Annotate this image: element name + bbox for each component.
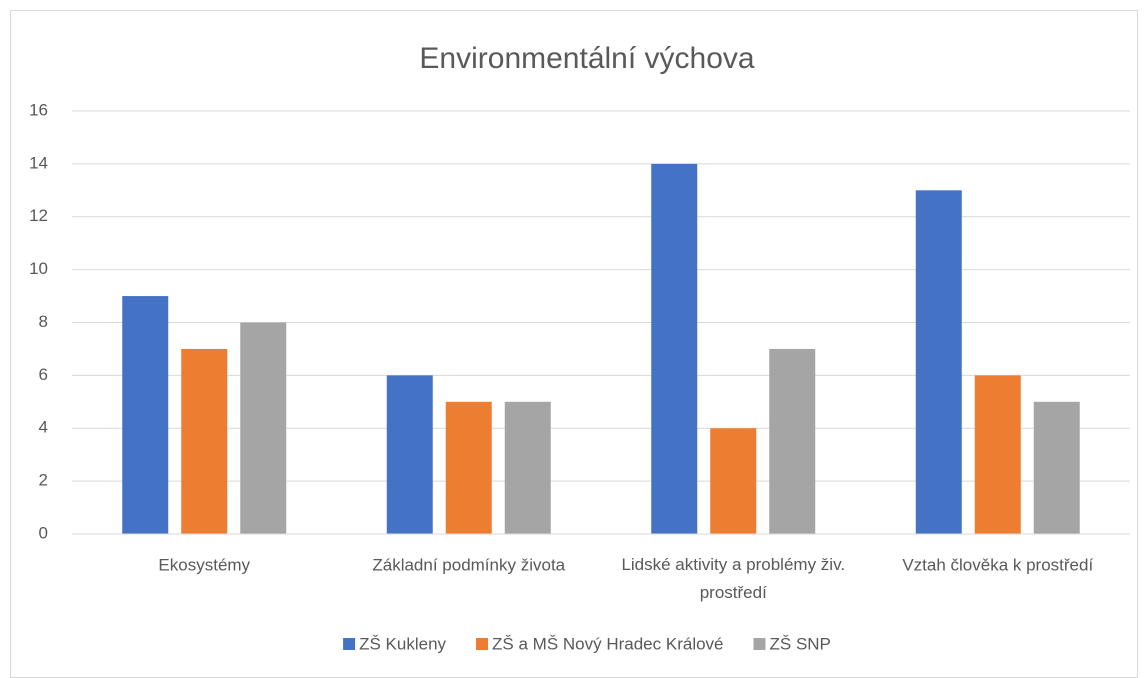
x-tick-label: Lidské aktivity a problémy živ. prostředí bbox=[621, 555, 845, 602]
x-tick-label: Vztah člověka k prostředí bbox=[902, 555, 1093, 574]
bar bbox=[445, 401, 492, 534]
bar bbox=[240, 322, 287, 534]
legend-swatch bbox=[476, 638, 489, 650]
legend-swatch bbox=[753, 638, 766, 650]
bar bbox=[1033, 401, 1080, 534]
bar bbox=[710, 428, 757, 534]
y-tick-label: 0 bbox=[39, 523, 48, 542]
y-tick-label: 4 bbox=[39, 418, 48, 437]
y-tick-label: 2 bbox=[39, 471, 48, 490]
bar bbox=[386, 375, 433, 534]
y-tick-label: 8 bbox=[39, 312, 48, 331]
x-tick-label: Ekosystémy bbox=[158, 555, 250, 574]
bar bbox=[504, 401, 551, 534]
legend-label: ZŠ SNP bbox=[770, 634, 831, 653]
y-tick-label: 6 bbox=[39, 365, 48, 384]
legend-label: ZŠ Kukleny bbox=[359, 634, 446, 653]
bar bbox=[915, 190, 962, 534]
bar bbox=[974, 375, 1021, 534]
x-tick-label: Základní podmínky života bbox=[372, 555, 565, 574]
y-tick-label: 12 bbox=[29, 206, 48, 225]
y-tick-label: 14 bbox=[29, 153, 48, 172]
bar bbox=[122, 296, 169, 534]
y-tick-label: 10 bbox=[29, 259, 48, 278]
bar bbox=[651, 163, 698, 534]
legend-swatch bbox=[343, 638, 356, 650]
chart-title: Environmentální výchova bbox=[419, 42, 754, 75]
legend-label: ZŠ a MŠ Nový Hradec Králové bbox=[492, 634, 723, 653]
bar bbox=[769, 348, 816, 534]
bar bbox=[181, 348, 228, 534]
y-tick-label: 16 bbox=[29, 100, 48, 119]
